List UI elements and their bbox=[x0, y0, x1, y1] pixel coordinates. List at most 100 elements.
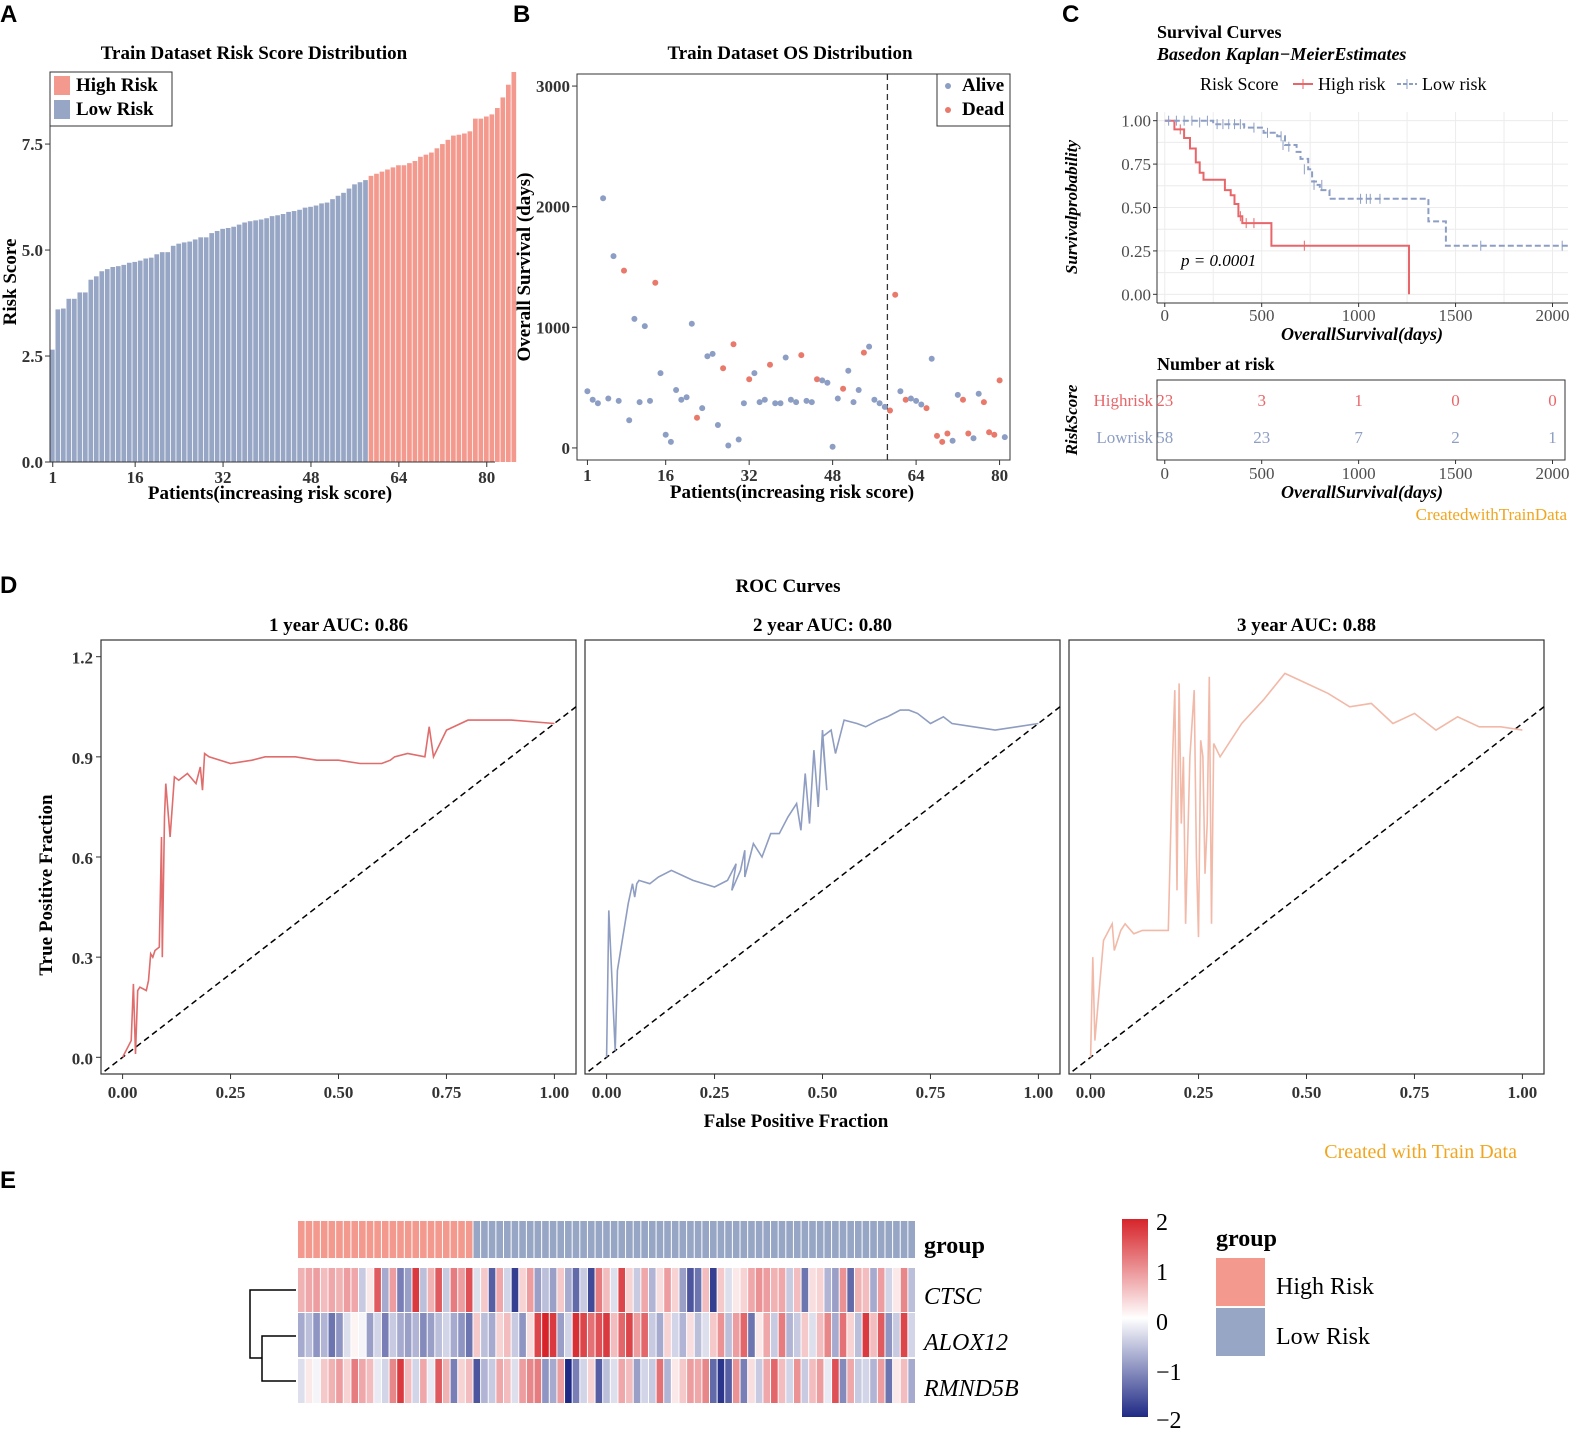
low-risk-km-curve bbox=[1164, 119, 1568, 247]
roc-panel-title: 2 year AUC: 0.80 bbox=[753, 615, 892, 636]
x-tick-label: 16 bbox=[127, 468, 144, 487]
chart-b-y-ticks: 0 1000 2000 3000 bbox=[536, 77, 577, 458]
risk-score-bar bbox=[505, 84, 511, 462]
legend-high-risk-text: High risk bbox=[1318, 74, 1386, 94]
y-tick-label: 5.0 bbox=[22, 241, 43, 260]
heatmap-cell bbox=[313, 1313, 320, 1357]
heatmap-cell bbox=[328, 1268, 336, 1312]
x-tick-label: 2000 bbox=[1535, 464, 1569, 483]
group-annotation-cell bbox=[694, 1221, 702, 1258]
alive-point bbox=[641, 323, 648, 330]
heatmap-cell bbox=[313, 1268, 320, 1312]
heatmap-cell bbox=[504, 1268, 511, 1312]
risk-score-bar bbox=[137, 260, 143, 462]
risk-score-bar bbox=[214, 230, 220, 462]
chart-c-legend: Risk Score High risk Low risk bbox=[1200, 74, 1487, 94]
heatmap-cell bbox=[504, 1313, 511, 1357]
heatmap-cell bbox=[732, 1268, 740, 1312]
risk-score-bar bbox=[379, 171, 385, 462]
heatmap-cell bbox=[557, 1313, 565, 1357]
dead-point bbox=[694, 414, 700, 421]
heatmap-cell bbox=[725, 1359, 732, 1403]
roc-curve bbox=[605, 709, 1039, 1058]
group-annotation-cell bbox=[748, 1221, 755, 1258]
alive-point bbox=[928, 355, 935, 362]
risk-score-bar bbox=[132, 261, 138, 462]
alive-point bbox=[740, 400, 747, 407]
heatmap-cell bbox=[351, 1359, 359, 1403]
heatmap-row-label-rmnd5b: RMND5B bbox=[923, 1376, 1019, 1402]
group-annotation-cell bbox=[771, 1221, 778, 1258]
risk-score-bar bbox=[55, 309, 61, 462]
heatmap-cell bbox=[725, 1313, 732, 1357]
alive-point bbox=[662, 431, 669, 438]
alive-point bbox=[584, 388, 591, 395]
heatmap-cell bbox=[481, 1268, 488, 1312]
heatmap-cell bbox=[832, 1313, 839, 1357]
scale-tick-label: 2 bbox=[1156, 1210, 1168, 1236]
alive-point bbox=[881, 403, 888, 410]
heatmap-scale-ticks: 2 1 0 −1 −2 bbox=[1156, 1210, 1182, 1434]
heatmap-cell bbox=[504, 1359, 511, 1403]
risk-count: 1 bbox=[1354, 391, 1363, 410]
group-annotation-cell bbox=[481, 1221, 488, 1258]
x-tick-label: 0.25 bbox=[1184, 1083, 1214, 1102]
y-tick-label: 1000 bbox=[536, 318, 570, 337]
heatmap-cell bbox=[900, 1313, 908, 1357]
roc-frame bbox=[1068, 639, 1545, 1075]
group-annotation-cell bbox=[778, 1221, 786, 1258]
group-annotation-cell bbox=[786, 1221, 793, 1258]
heatmap-cell bbox=[511, 1313, 519, 1357]
alive-point bbox=[615, 397, 622, 404]
group-annotation-cell bbox=[824, 1221, 832, 1258]
heatmap-cell bbox=[610, 1359, 618, 1403]
heatmap-cell bbox=[359, 1313, 366, 1357]
group-annotation-cell bbox=[519, 1221, 526, 1258]
x-tick-label: 1 bbox=[48, 468, 57, 487]
heatmap-cell bbox=[572, 1359, 580, 1403]
risk-score-bar bbox=[154, 254, 160, 462]
alive-point bbox=[657, 370, 664, 377]
risk-score-bar bbox=[363, 180, 368, 462]
heatmap-cell bbox=[496, 1359, 503, 1403]
alive-point bbox=[918, 401, 925, 408]
risk-score-bar bbox=[286, 211, 291, 462]
heatmap-cell bbox=[870, 1313, 877, 1357]
alive-point bbox=[949, 437, 956, 444]
heatmap-cell bbox=[824, 1268, 832, 1312]
heatmap-cell bbox=[710, 1359, 717, 1403]
risk-count: 3 bbox=[1257, 391, 1266, 410]
heatmap-cell bbox=[610, 1268, 618, 1312]
risk-count: 7 bbox=[1354, 428, 1363, 447]
heatmap-cell bbox=[351, 1268, 359, 1312]
heatmap-cell bbox=[359, 1359, 366, 1403]
x-tick-label: 1000 bbox=[1342, 464, 1376, 483]
heatmap-cell bbox=[664, 1359, 671, 1403]
roc-panels: 1 year AUC: 0.860.00 0.25 0.50 0.75 1.000.00… bbox=[72, 615, 1545, 1102]
group-annotation-cell bbox=[359, 1221, 366, 1258]
alive-point bbox=[845, 367, 852, 374]
heatmap-cell bbox=[458, 1359, 465, 1403]
risk-score-bar bbox=[148, 257, 154, 462]
heatmap-cell bbox=[786, 1359, 793, 1403]
risk-score-bar bbox=[313, 205, 319, 462]
dead-point bbox=[960, 396, 966, 403]
legend-alive-label: Alive bbox=[962, 75, 1004, 96]
heatmap-cell bbox=[450, 1268, 458, 1312]
group-annotation-cell bbox=[343, 1221, 351, 1258]
risk-score-bar bbox=[451, 135, 456, 462]
risk-score-bar bbox=[401, 165, 407, 462]
heatmap-cell bbox=[298, 1313, 305, 1357]
risk-score-bar bbox=[462, 133, 467, 462]
heatmap-cell bbox=[778, 1313, 786, 1357]
x-tick-label: 1.00 bbox=[1024, 1083, 1054, 1102]
group-annotation-cell bbox=[366, 1221, 374, 1258]
roc-curve bbox=[1089, 672, 1523, 1058]
alive-point bbox=[1001, 434, 1008, 441]
x-tick-label: 0.50 bbox=[324, 1083, 354, 1102]
heatmap-cell bbox=[389, 1359, 397, 1403]
heatmap-cell bbox=[717, 1313, 725, 1357]
heatmap-cell bbox=[534, 1359, 542, 1403]
risk-score-bar bbox=[165, 252, 171, 462]
